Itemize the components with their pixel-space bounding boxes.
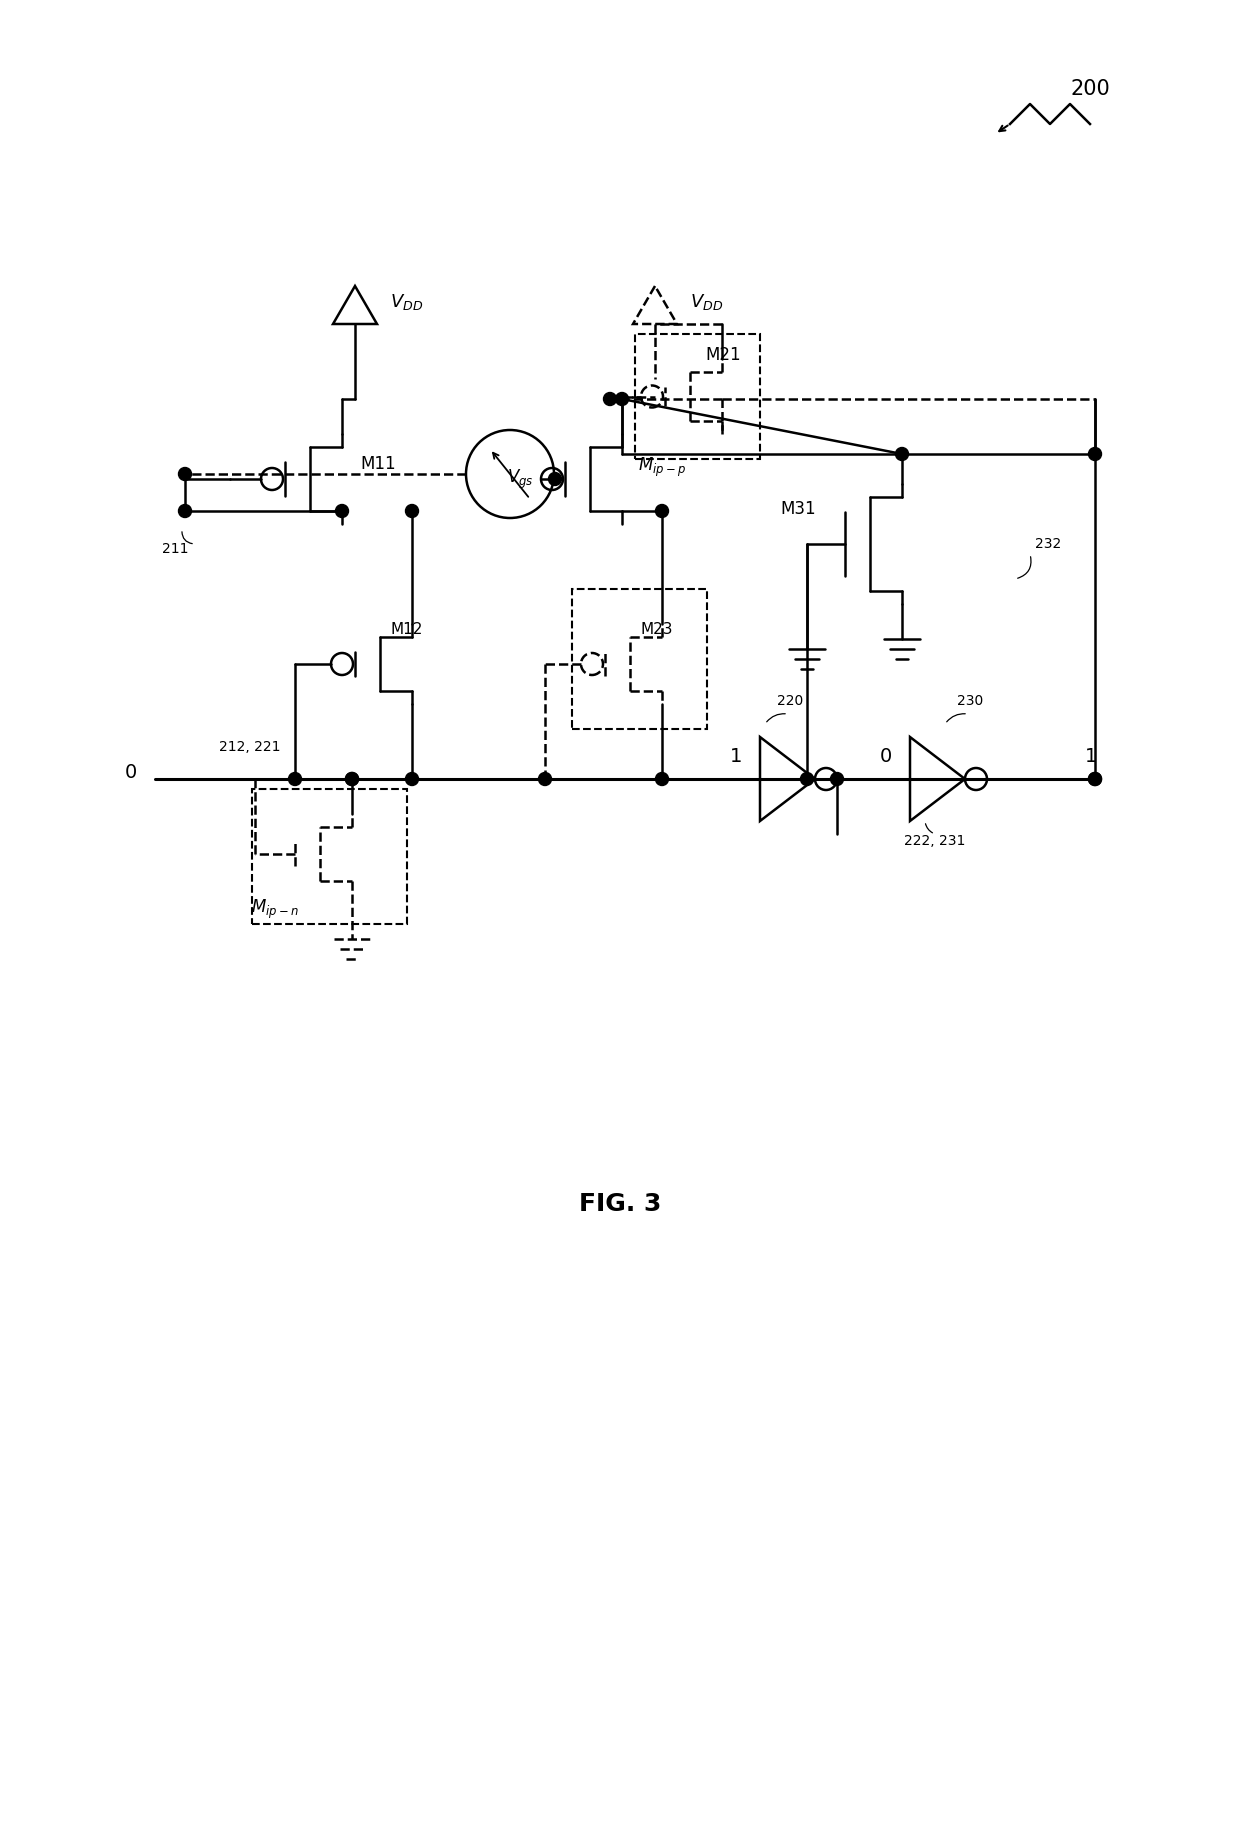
Circle shape	[538, 772, 552, 785]
Text: 230: 230	[957, 693, 983, 708]
Text: M31: M31	[780, 501, 816, 517]
Text: 211: 211	[162, 543, 188, 556]
Circle shape	[346, 772, 358, 785]
Text: 200: 200	[1070, 79, 1110, 99]
Text: $\mathit{1}$: $\mathit{1}$	[1084, 748, 1096, 767]
Text: $\mathit{0}$: $\mathit{0}$	[124, 763, 136, 781]
Circle shape	[656, 504, 668, 517]
Circle shape	[346, 772, 358, 785]
Text: 212, 221: 212, 221	[219, 739, 280, 754]
Circle shape	[831, 772, 843, 785]
Text: FIG. 3: FIG. 3	[579, 1192, 661, 1216]
Circle shape	[548, 473, 562, 486]
Text: $\mathit{0}$: $\mathit{0}$	[878, 748, 892, 767]
Text: 220: 220	[777, 693, 804, 708]
Circle shape	[179, 468, 191, 481]
Circle shape	[336, 504, 348, 517]
Text: $M_{ip-n}$: $M_{ip-n}$	[250, 897, 299, 921]
Circle shape	[289, 772, 301, 785]
Text: $V_{gs}$: $V_{gs}$	[507, 468, 533, 492]
Circle shape	[656, 772, 668, 785]
Text: M23: M23	[640, 622, 672, 636]
Circle shape	[801, 772, 813, 785]
Circle shape	[1089, 772, 1101, 785]
Text: $M_{ip-p}$: $M_{ip-p}$	[639, 455, 686, 479]
Text: 232: 232	[1035, 537, 1061, 550]
Text: M21: M21	[706, 345, 740, 363]
Text: M12: M12	[391, 622, 423, 636]
Circle shape	[1089, 772, 1101, 785]
Text: $\mathit{1}$: $\mathit{1}$	[729, 748, 742, 767]
Circle shape	[604, 392, 616, 405]
Text: $V_{DD}$: $V_{DD}$	[689, 292, 723, 312]
Circle shape	[1089, 447, 1101, 460]
Circle shape	[405, 504, 419, 517]
Text: 222, 231: 222, 231	[904, 834, 966, 847]
Circle shape	[615, 392, 629, 405]
Circle shape	[895, 447, 909, 460]
Circle shape	[179, 504, 191, 517]
Circle shape	[405, 772, 419, 785]
Text: $V_{DD}$: $V_{DD}$	[391, 292, 423, 312]
Text: M11: M11	[360, 455, 396, 473]
